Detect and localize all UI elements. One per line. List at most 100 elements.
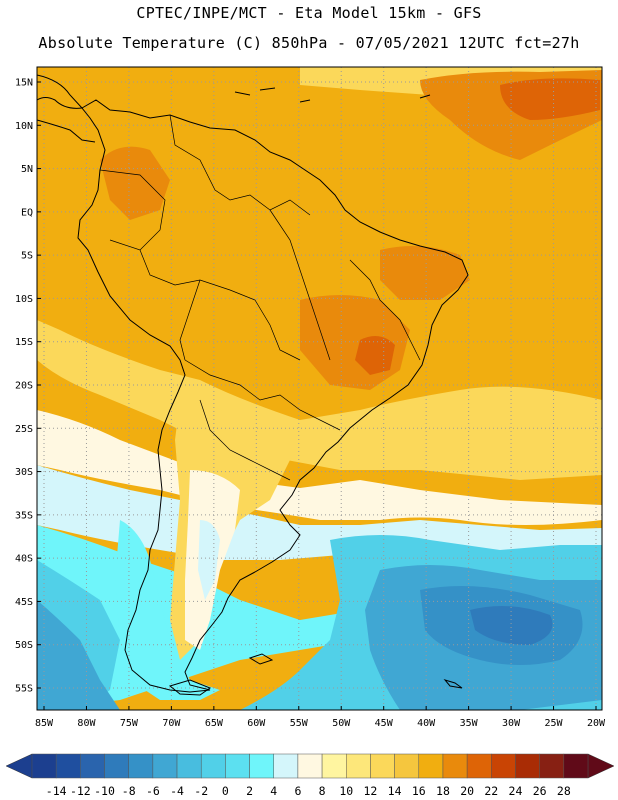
colorbar-swatch [225, 753, 250, 779]
border-7 [349, 259, 421, 361]
longitude-axis: 85W 80W 75W 70W 65W 60W 55W 50W 45W 40W 35W 30W 25W 2… [35, 706, 606, 729]
colorbar-swatch [31, 753, 57, 779]
colorbar-swatch [55, 753, 81, 779]
lat-label: 35S [15, 510, 33, 521]
lat-label: 20S [15, 381, 33, 392]
lat-label: 50S [15, 640, 33, 651]
field-cool [37, 410, 602, 525]
lon-label: 25W [545, 718, 564, 729]
colorbar-label: -10 [94, 784, 115, 798]
border-8 [179, 279, 201, 361]
lon-label: 40W [417, 718, 436, 729]
lat-label: 5S [21, 251, 33, 262]
lat-label: EQ [21, 207, 33, 218]
border-1 [169, 114, 311, 216]
colorbar-arrow-high [587, 753, 615, 779]
colorbar-label: 10 [339, 784, 353, 798]
colorbar-swatch [491, 753, 516, 779]
colorbar-label: 24 [509, 784, 523, 798]
lon-label: 50W [332, 718, 351, 729]
lat-label: 10S [15, 294, 33, 305]
colorbar-label: 12 [364, 784, 378, 798]
colorbar-swatch [539, 753, 565, 779]
lat-label: 5N [21, 164, 33, 175]
colorbar-swatch [152, 753, 178, 779]
lat-label: 40S [15, 554, 33, 565]
lon-label: 80W [77, 718, 96, 729]
field-ne-hotter [500, 78, 600, 120]
coastline-central-america-2 [37, 119, 96, 143]
field-patagonia-cold [37, 600, 120, 710]
colorbar-label: 14 [388, 784, 402, 798]
colorbar-swatch [128, 753, 154, 779]
colorbar-swatch [273, 753, 299, 779]
lat-label: 25S [15, 424, 33, 435]
field-cold6 [470, 606, 553, 645]
colorbar-swatch [515, 753, 540, 779]
colorbar-label: -2 [194, 784, 208, 798]
border-6 [269, 209, 331, 361]
lon-label: 20W [587, 718, 606, 729]
map-title: CPTEC/INPE/MCT - Eta Model 15km - GFS [136, 4, 482, 22]
lat-label: 15N [15, 78, 33, 89]
colorbar: -14 -12 -10 -8 -6 -4 -2 0 2 4 6 8 10 12 14 16 18 20 22 24 26… [5, 753, 615, 798]
colorbar-swatch [442, 753, 468, 779]
field-south-mild [37, 320, 602, 480]
colorbar-swatch [394, 753, 420, 779]
border-5 [199, 399, 291, 481]
colorbar-swatch [249, 753, 274, 779]
colorbar-swatch [370, 753, 395, 779]
lon-label: 60W [247, 718, 266, 729]
colorbar-swatch [466, 753, 492, 779]
colorbar-label: 0 [222, 784, 229, 798]
colorbar-arrow-low [5, 753, 33, 779]
field-land-hot-ne [380, 246, 470, 300]
colorbar-label: -4 [170, 784, 184, 798]
colorbar-label: -12 [70, 784, 91, 798]
lat-label: 45S [15, 597, 33, 608]
border-3 [139, 249, 301, 361]
country-borders [99, 114, 421, 481]
colorbar-label: 28 [557, 784, 571, 798]
lon-label: 55W [290, 718, 309, 729]
colorbar-label: 22 [484, 784, 498, 798]
field-land-hotter [355, 336, 395, 375]
caribbean-islands [234, 87, 431, 103]
colorbar-swatch [176, 753, 202, 779]
colorbar-swatch [563, 753, 589, 779]
temperature-field [37, 67, 602, 710]
colorbar-label: 6 [294, 784, 301, 798]
map-frame [36, 66, 603, 711]
south-georgia [443, 679, 463, 689]
field-patagonia-coast [115, 520, 220, 700]
lon-label: 70W [162, 718, 181, 729]
coastline-south-america [77, 99, 469, 693]
border-2 [99, 169, 166, 251]
colorbar-swatch [80, 753, 105, 779]
colorbar-swatch [418, 753, 444, 779]
lon-label: 30W [502, 718, 521, 729]
lat-label: 15S [15, 337, 33, 348]
colorbar-label: -8 [122, 784, 136, 798]
lat-label: 10N [15, 121, 33, 132]
colorbar-label: 26 [533, 784, 547, 798]
colorbar-label: -14 [46, 784, 67, 798]
lon-label: 35W [460, 718, 479, 729]
colorbar-label: -6 [146, 784, 160, 798]
falkland-islands [248, 653, 274, 665]
colorbar-label: 8 [319, 784, 326, 798]
border-4 [184, 359, 341, 431]
colorbar-label: 18 [436, 784, 450, 798]
lon-label: 45W [375, 718, 394, 729]
field-land-hot-andes [100, 146, 170, 220]
colorbar-label: 4 [270, 784, 277, 798]
tierra-del-fuego [168, 679, 212, 696]
colorbar-label: 2 [246, 784, 253, 798]
lon-label: 85W [35, 718, 54, 729]
lat-label: 55S [15, 684, 33, 695]
colorbar-label: 16 [412, 784, 426, 798]
colorbar-label: 20 [460, 784, 474, 798]
colorbar-swatch [346, 753, 371, 779]
colorbar-swatch [104, 753, 129, 779]
